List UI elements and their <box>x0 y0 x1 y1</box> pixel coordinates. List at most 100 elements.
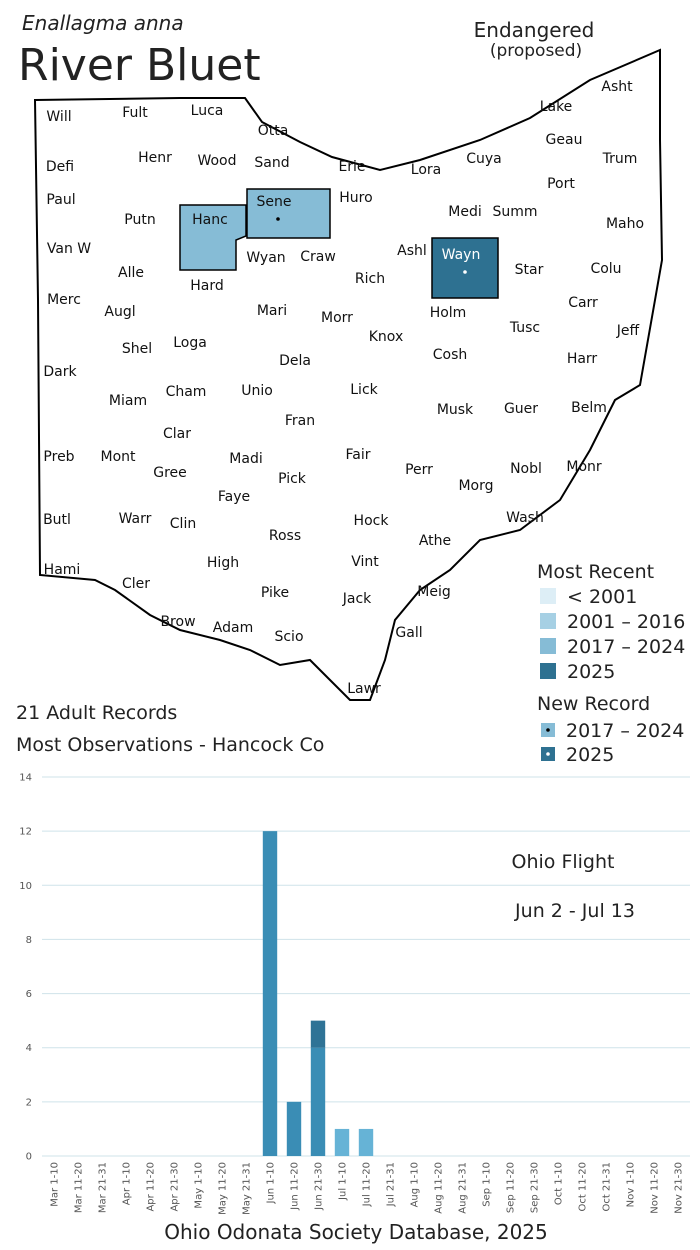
y-tick-label: 14 <box>19 773 32 784</box>
county-label: Lora <box>411 162 441 178</box>
county-label: Lake <box>540 99 573 115</box>
x-tick-label: Oct 11-20 <box>578 1162 589 1212</box>
y-tick-label: 4 <box>26 1043 32 1054</box>
county-label: Carr <box>568 295 598 311</box>
county-label: Musk <box>437 402 474 418</box>
county-label: Perr <box>405 462 433 478</box>
county-label: High <box>207 555 239 571</box>
x-tick-label: May 1-10 <box>194 1162 205 1209</box>
legend-swatch <box>540 613 556 629</box>
county-label: Athe <box>419 533 451 549</box>
county-label: Clar <box>163 426 191 442</box>
x-tick-label: Apr 1-10 <box>122 1162 133 1205</box>
county-label: Tusc <box>509 320 540 336</box>
county-label: Otta <box>258 123 289 139</box>
county-label: Wayn <box>442 247 481 263</box>
x-tick-label: Mar 11-20 <box>74 1162 85 1213</box>
x-tick-label: Sep 11-20 <box>506 1162 517 1213</box>
county-label: Port <box>547 176 575 192</box>
legend-swatch <box>540 663 556 679</box>
y-tick-label: 12 <box>19 827 32 838</box>
county-fill <box>179 204 247 271</box>
bar <box>358 1128 374 1156</box>
y-tick-label: 0 <box>26 1152 32 1163</box>
county-label: Paul <box>46 192 75 208</box>
y-tick-label: 2 <box>26 1097 32 1108</box>
y-tick-label: 10 <box>19 881 32 892</box>
county-label: Van W <box>47 241 91 257</box>
county-label: Warr <box>119 511 152 527</box>
county-label: Gall <box>395 625 422 641</box>
x-tick-label: May 11-20 <box>218 1162 229 1215</box>
county-label: Merc <box>47 292 81 308</box>
state-outline <box>33 48 664 701</box>
county-label: Holm <box>430 305 467 321</box>
x-tick-label: Aug 1-10 <box>410 1162 421 1207</box>
county-label: Gree <box>153 465 187 481</box>
county-label: Hanc <box>192 212 228 228</box>
legend-marker <box>546 752 550 756</box>
bar <box>286 1101 302 1156</box>
county-label: Pike <box>261 585 289 601</box>
x-tick-label: Nov 1-10 <box>626 1162 637 1207</box>
county-label: Cosh <box>433 347 468 363</box>
county-label: Star <box>515 262 544 278</box>
county-label: Will <box>46 109 71 125</box>
county-label: Hock <box>354 513 390 529</box>
annotation: Ohio Flight <box>512 851 615 873</box>
county-label: Harr <box>567 351 598 367</box>
county-label: Adam <box>213 620 253 636</box>
county-label: Erie <box>338 159 365 175</box>
bar <box>310 1047 326 1156</box>
county-label: Cuya <box>466 151 502 167</box>
status-note: (proposed) <box>490 41 582 61</box>
county-label: Wash <box>506 510 544 526</box>
county-label: Belm <box>571 400 607 416</box>
county-label: Lick <box>350 382 378 398</box>
county-label: Mari <box>257 303 287 319</box>
x-tick-label: Oct 1-10 <box>554 1162 565 1205</box>
y-tick-label: 8 <box>26 935 32 946</box>
legend-label: 2017 – 2024 <box>566 720 684 742</box>
county-label: Craw <box>300 249 336 265</box>
county-label: Sene <box>257 194 292 210</box>
county-label: Lawr <box>347 681 381 697</box>
county-label: Summ <box>492 204 537 220</box>
county-label: Alle <box>118 265 144 281</box>
annotation: Jun 2 - Jul 13 <box>514 900 635 922</box>
county-label: Scio <box>274 629 303 645</box>
county-label: Monr <box>566 459 602 475</box>
x-tick-label: Mar 1-10 <box>50 1162 61 1207</box>
county-label: Dark <box>43 364 77 380</box>
county-label: Clin <box>170 516 196 532</box>
legend-title: New Record <box>537 693 650 715</box>
county-label: Unio <box>241 383 273 399</box>
summary: 21 Adult Records <box>16 702 177 724</box>
county-label: Wood <box>197 153 236 169</box>
record-marker <box>276 217 280 221</box>
county-label: Rich <box>355 271 385 287</box>
county-label: Geau <box>546 132 583 148</box>
county-label: Faye <box>218 489 250 505</box>
county-label: Hami <box>44 562 81 578</box>
county-label: Augl <box>104 304 135 320</box>
legend-label: < 2001 <box>567 586 637 608</box>
x-tick-label: Apr 21-30 <box>170 1162 181 1212</box>
y-tick-label: 6 <box>26 989 32 1000</box>
county-label: Miam <box>109 393 147 409</box>
county-label: Huro <box>339 190 372 206</box>
county-fill <box>246 188 331 239</box>
county-label: Cham <box>166 384 207 400</box>
x-tick-label: May 21-31 <box>242 1162 253 1215</box>
species: Enallagma anna <box>22 11 184 35</box>
county-label: Jack <box>342 591 372 607</box>
county-label: Jeff <box>616 323 640 339</box>
bar <box>262 831 278 1156</box>
county-label: Nobl <box>510 461 542 477</box>
record-marker <box>463 270 467 274</box>
county-label: Morr <box>321 310 353 326</box>
county-label: Luca <box>191 103 224 119</box>
county-label: Madi <box>229 451 262 467</box>
source: Ohio Odonata Society Database, 2025 <box>164 1220 548 1244</box>
